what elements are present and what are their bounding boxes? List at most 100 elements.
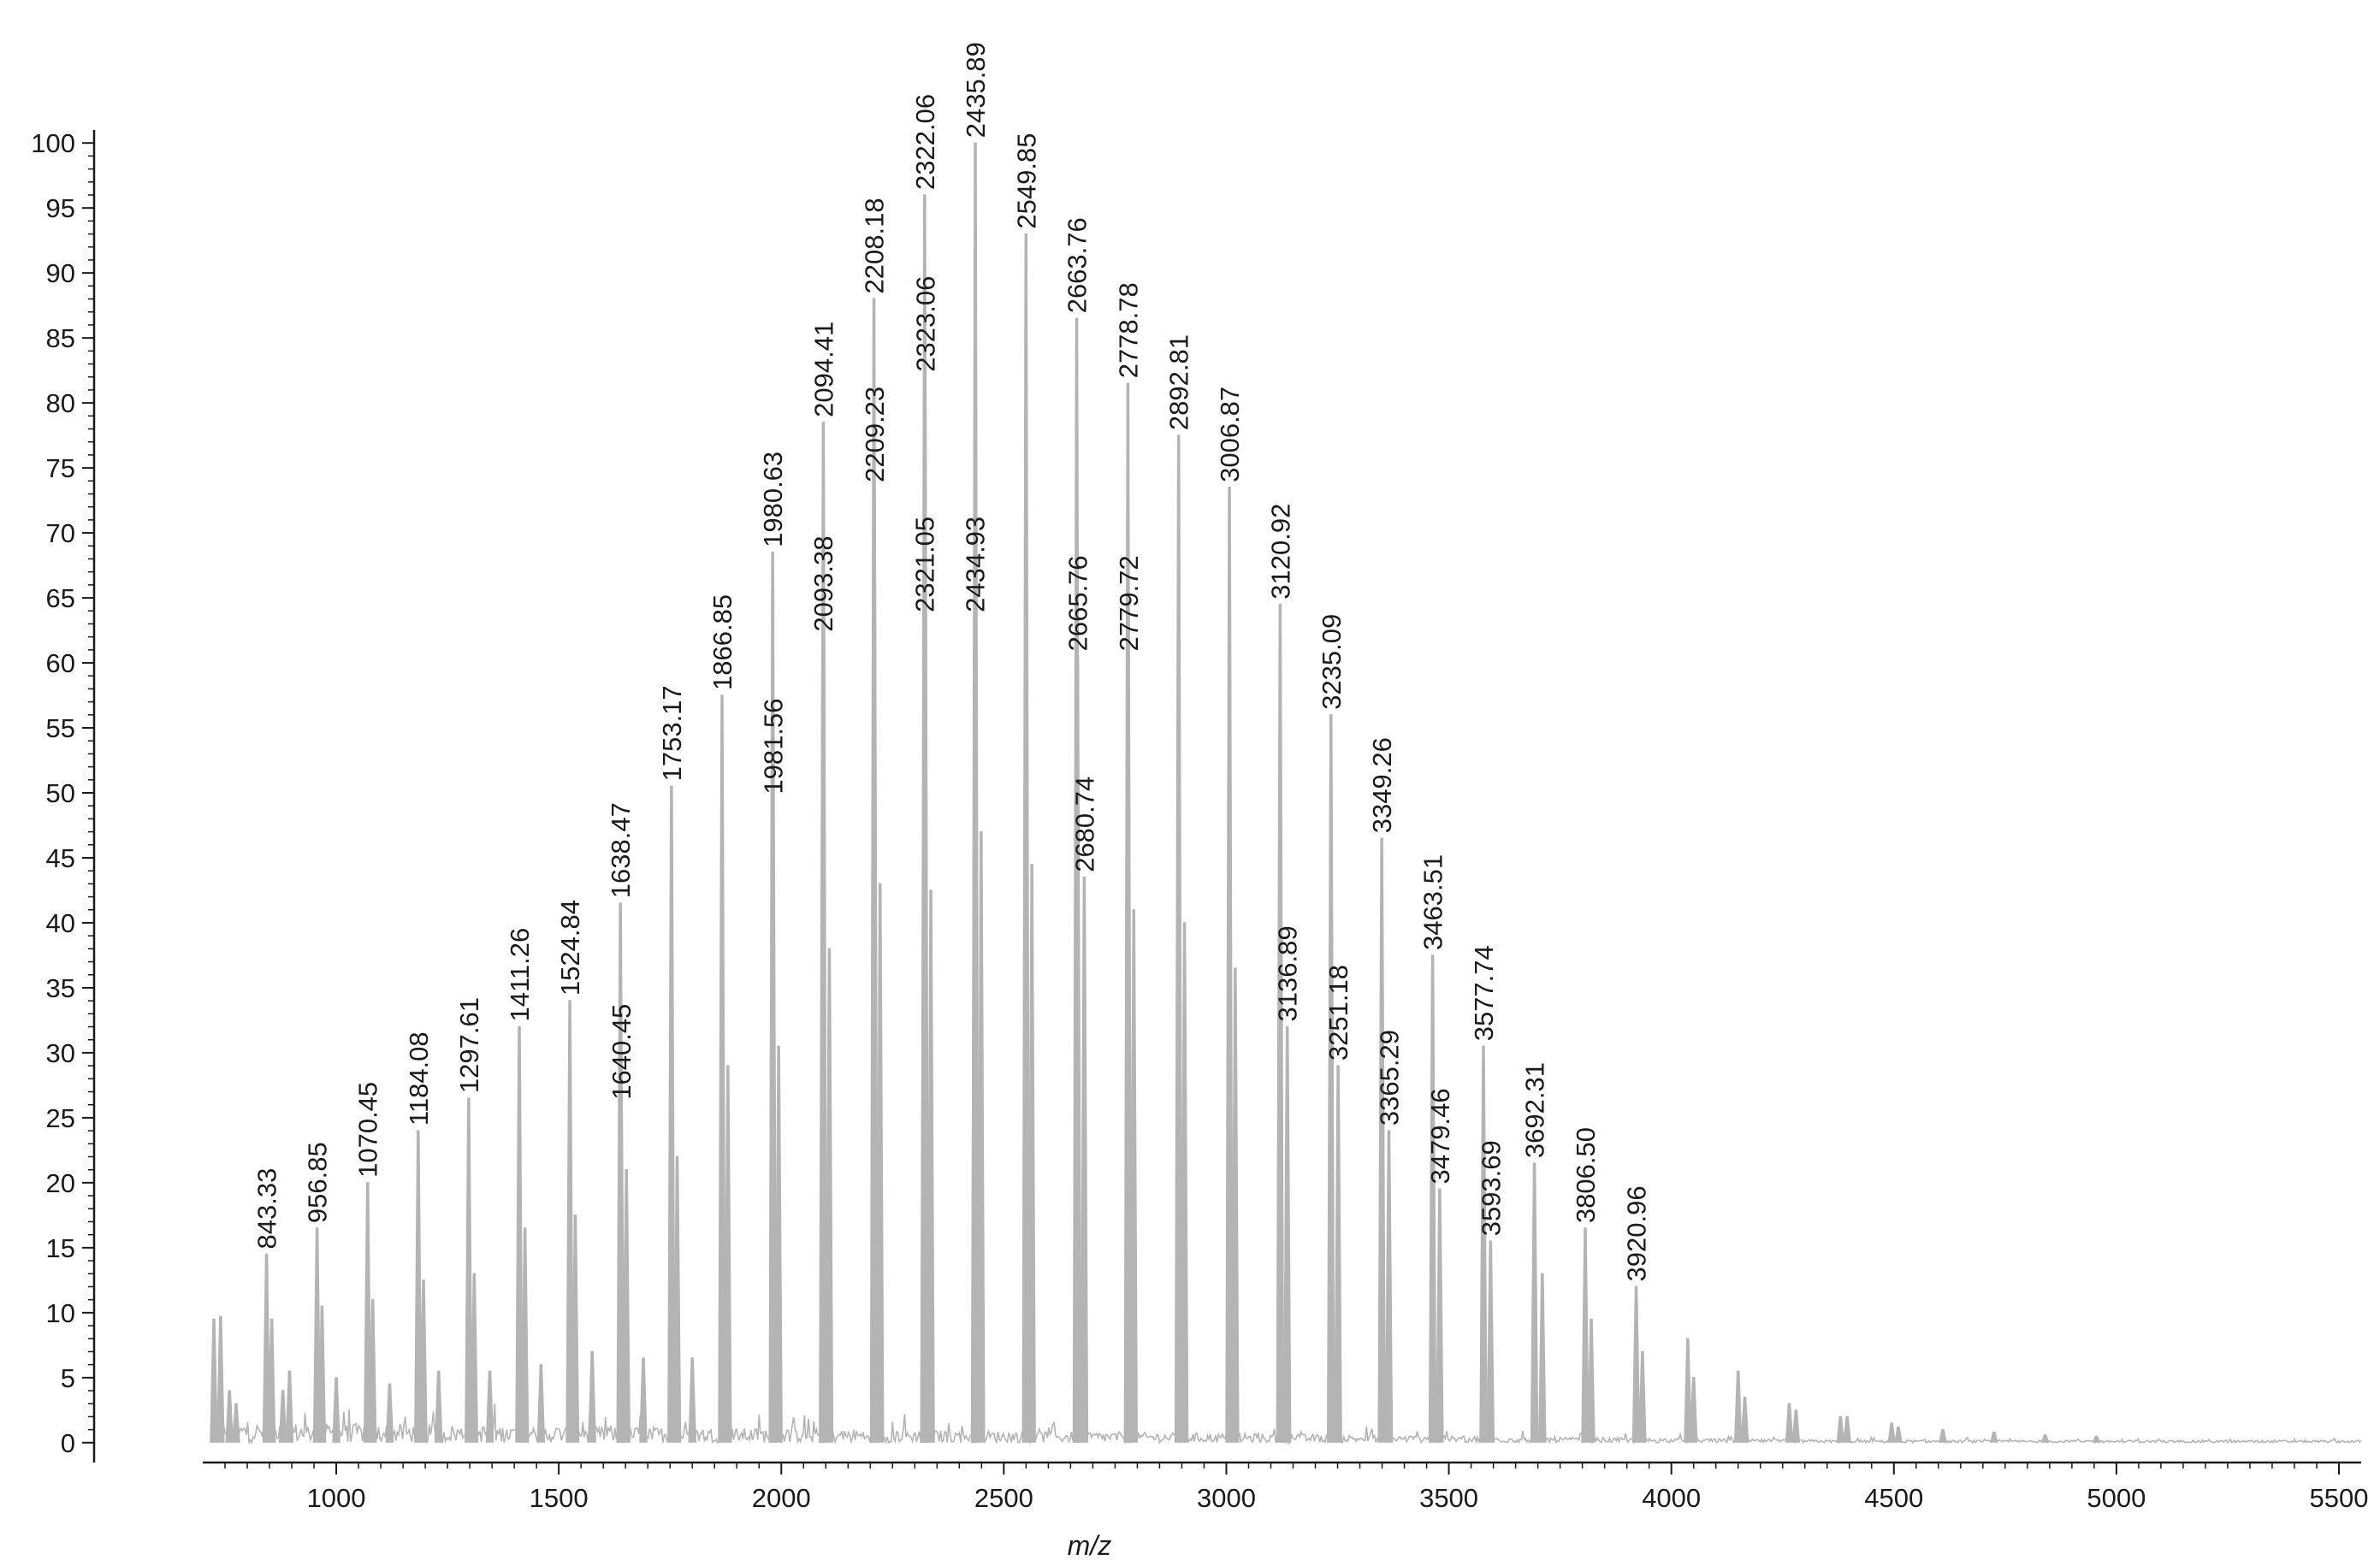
peak-label: 1184.08 bbox=[404, 1031, 434, 1126]
peak-label: 2680.74 bbox=[1069, 777, 1099, 872]
labeled-peak bbox=[667, 785, 676, 1443]
peak-label: 3577.74 bbox=[1469, 945, 1499, 1041]
spectrum-peak bbox=[385, 1383, 394, 1443]
spectrum-peak bbox=[2092, 1435, 2101, 1444]
spectrum-peak bbox=[825, 948, 834, 1443]
labeled-peak bbox=[1124, 655, 1133, 1443]
spectrum-peak bbox=[232, 1403, 240, 1443]
peak-label: 2778.78 bbox=[1113, 282, 1143, 378]
spectrum-peak bbox=[1027, 863, 1036, 1443]
spectrum-peaks bbox=[210, 142, 2101, 1444]
spectrum-peak bbox=[485, 1370, 494, 1443]
spectrum-peak bbox=[225, 1390, 234, 1443]
peak-label: 2209.23 bbox=[860, 387, 890, 482]
y-tick-label: 70 bbox=[46, 518, 75, 548]
peak-label: 2892.81 bbox=[1164, 334, 1194, 430]
y-tick-label: 75 bbox=[46, 453, 75, 483]
spectrum-peak bbox=[672, 1155, 682, 1443]
x-tick-label: 2500 bbox=[974, 1483, 1033, 1513]
peak-label: 1980.63 bbox=[758, 452, 788, 547]
peak-label: 2323.06 bbox=[910, 276, 940, 372]
spectrum-peak bbox=[724, 1065, 732, 1443]
spectrum-peak bbox=[876, 883, 885, 1443]
y-tick-label: 80 bbox=[46, 388, 75, 418]
spectrum-peak bbox=[1638, 1350, 1647, 1443]
labeled-peak bbox=[363, 1182, 372, 1443]
labeled-peak bbox=[1276, 603, 1285, 1443]
y-tick-label: 50 bbox=[46, 778, 75, 808]
spectrum-peak bbox=[278, 1390, 287, 1443]
spectrum-peak bbox=[588, 1350, 596, 1443]
y-tick-label: 55 bbox=[46, 713, 75, 743]
peak-label: 2663.76 bbox=[1063, 217, 1092, 313]
labeled-peak bbox=[1384, 1130, 1394, 1443]
peak-label: 1753.17 bbox=[657, 685, 687, 781]
spectrum-peak bbox=[1990, 1431, 1998, 1443]
peak-label: 2779.72 bbox=[1114, 555, 1144, 651]
spectrum-peak bbox=[1587, 1318, 1596, 1443]
peak-label: 3806.50 bbox=[1571, 1127, 1601, 1223]
labeled-peak bbox=[1073, 655, 1082, 1443]
peak-label: 1981.56 bbox=[759, 699, 789, 795]
spectrum-peak bbox=[977, 830, 986, 1443]
labeled-peak bbox=[1581, 1227, 1590, 1443]
x-tick-label: 1500 bbox=[530, 1483, 589, 1513]
spectrum-peak bbox=[434, 1370, 443, 1443]
labeled-peak bbox=[312, 1227, 322, 1443]
spectrum-peak bbox=[332, 1377, 340, 1443]
x-tick-label: 3500 bbox=[1419, 1483, 1478, 1513]
labeled-peak bbox=[1428, 954, 1437, 1443]
y-tick-label: 30 bbox=[46, 1038, 75, 1068]
peak-label: 1070.45 bbox=[353, 1082, 383, 1178]
peak-label: 2435.89 bbox=[961, 42, 991, 138]
spectrum-peak bbox=[639, 1357, 648, 1443]
x-tick-label: 5500 bbox=[2310, 1483, 2369, 1513]
labeled-peak bbox=[921, 375, 930, 1443]
y-tick-label: 10 bbox=[46, 1298, 75, 1328]
labeled-peak bbox=[1174, 434, 1183, 1443]
labeled-peak bbox=[1486, 1240, 1495, 1443]
x-tick-label: 2000 bbox=[752, 1483, 811, 1513]
peak-label: 956.85 bbox=[303, 1142, 333, 1223]
x-tick-label: 1000 bbox=[307, 1483, 366, 1513]
y-tick-label: 95 bbox=[46, 193, 75, 223]
labeled-peak bbox=[617, 1103, 625, 1443]
spectrum-peak bbox=[1836, 1415, 1845, 1443]
spectrum-peak bbox=[1785, 1403, 1794, 1443]
peak-label: 2093.38 bbox=[808, 536, 838, 632]
peak-label: 1297.61 bbox=[454, 997, 484, 1093]
peak-label: 3593.69 bbox=[1476, 1140, 1506, 1236]
labeled-peak bbox=[971, 142, 980, 1443]
peak-label: 3006.87 bbox=[1215, 387, 1245, 482]
peak-label: 2322.06 bbox=[910, 94, 940, 190]
spectrum-peak bbox=[1939, 1428, 1947, 1443]
labeled-peak bbox=[1530, 1162, 1539, 1443]
spectrum-peak bbox=[1733, 1370, 1743, 1443]
spectrum-peak bbox=[536, 1363, 546, 1443]
labeled-peak bbox=[870, 487, 879, 1443]
y-tick-label: 60 bbox=[46, 648, 75, 678]
peak-label: 3479.46 bbox=[1425, 1088, 1455, 1184]
peak-label: 2665.76 bbox=[1063, 555, 1093, 651]
y-tick-label: 5 bbox=[61, 1363, 75, 1393]
spectrum-peak bbox=[210, 1318, 218, 1443]
labeled-peak bbox=[1225, 487, 1234, 1443]
peak-label: 2434.93 bbox=[961, 517, 991, 612]
spectrum-peak bbox=[1894, 1426, 1903, 1443]
labeled-peak bbox=[565, 1000, 574, 1443]
labeled-peak bbox=[465, 1097, 473, 1443]
spectrum-peak bbox=[774, 1045, 783, 1443]
labeled-peak bbox=[1479, 1045, 1488, 1443]
x-tick-label: 4500 bbox=[1864, 1483, 1923, 1513]
x-tick-label: 4000 bbox=[1642, 1483, 1701, 1513]
spectrum-peak bbox=[1538, 1273, 1547, 1443]
spectrum-peak bbox=[927, 889, 935, 1443]
y-tick-label: 45 bbox=[46, 843, 75, 873]
peak-label: 3692.31 bbox=[1520, 1062, 1550, 1158]
peak-label: 2094.41 bbox=[808, 322, 838, 417]
y-tick-label: 35 bbox=[46, 973, 75, 1003]
labeled-peak bbox=[262, 1253, 271, 1443]
spectrum-peak bbox=[216, 1315, 225, 1443]
spectrum-peak bbox=[520, 1227, 530, 1443]
